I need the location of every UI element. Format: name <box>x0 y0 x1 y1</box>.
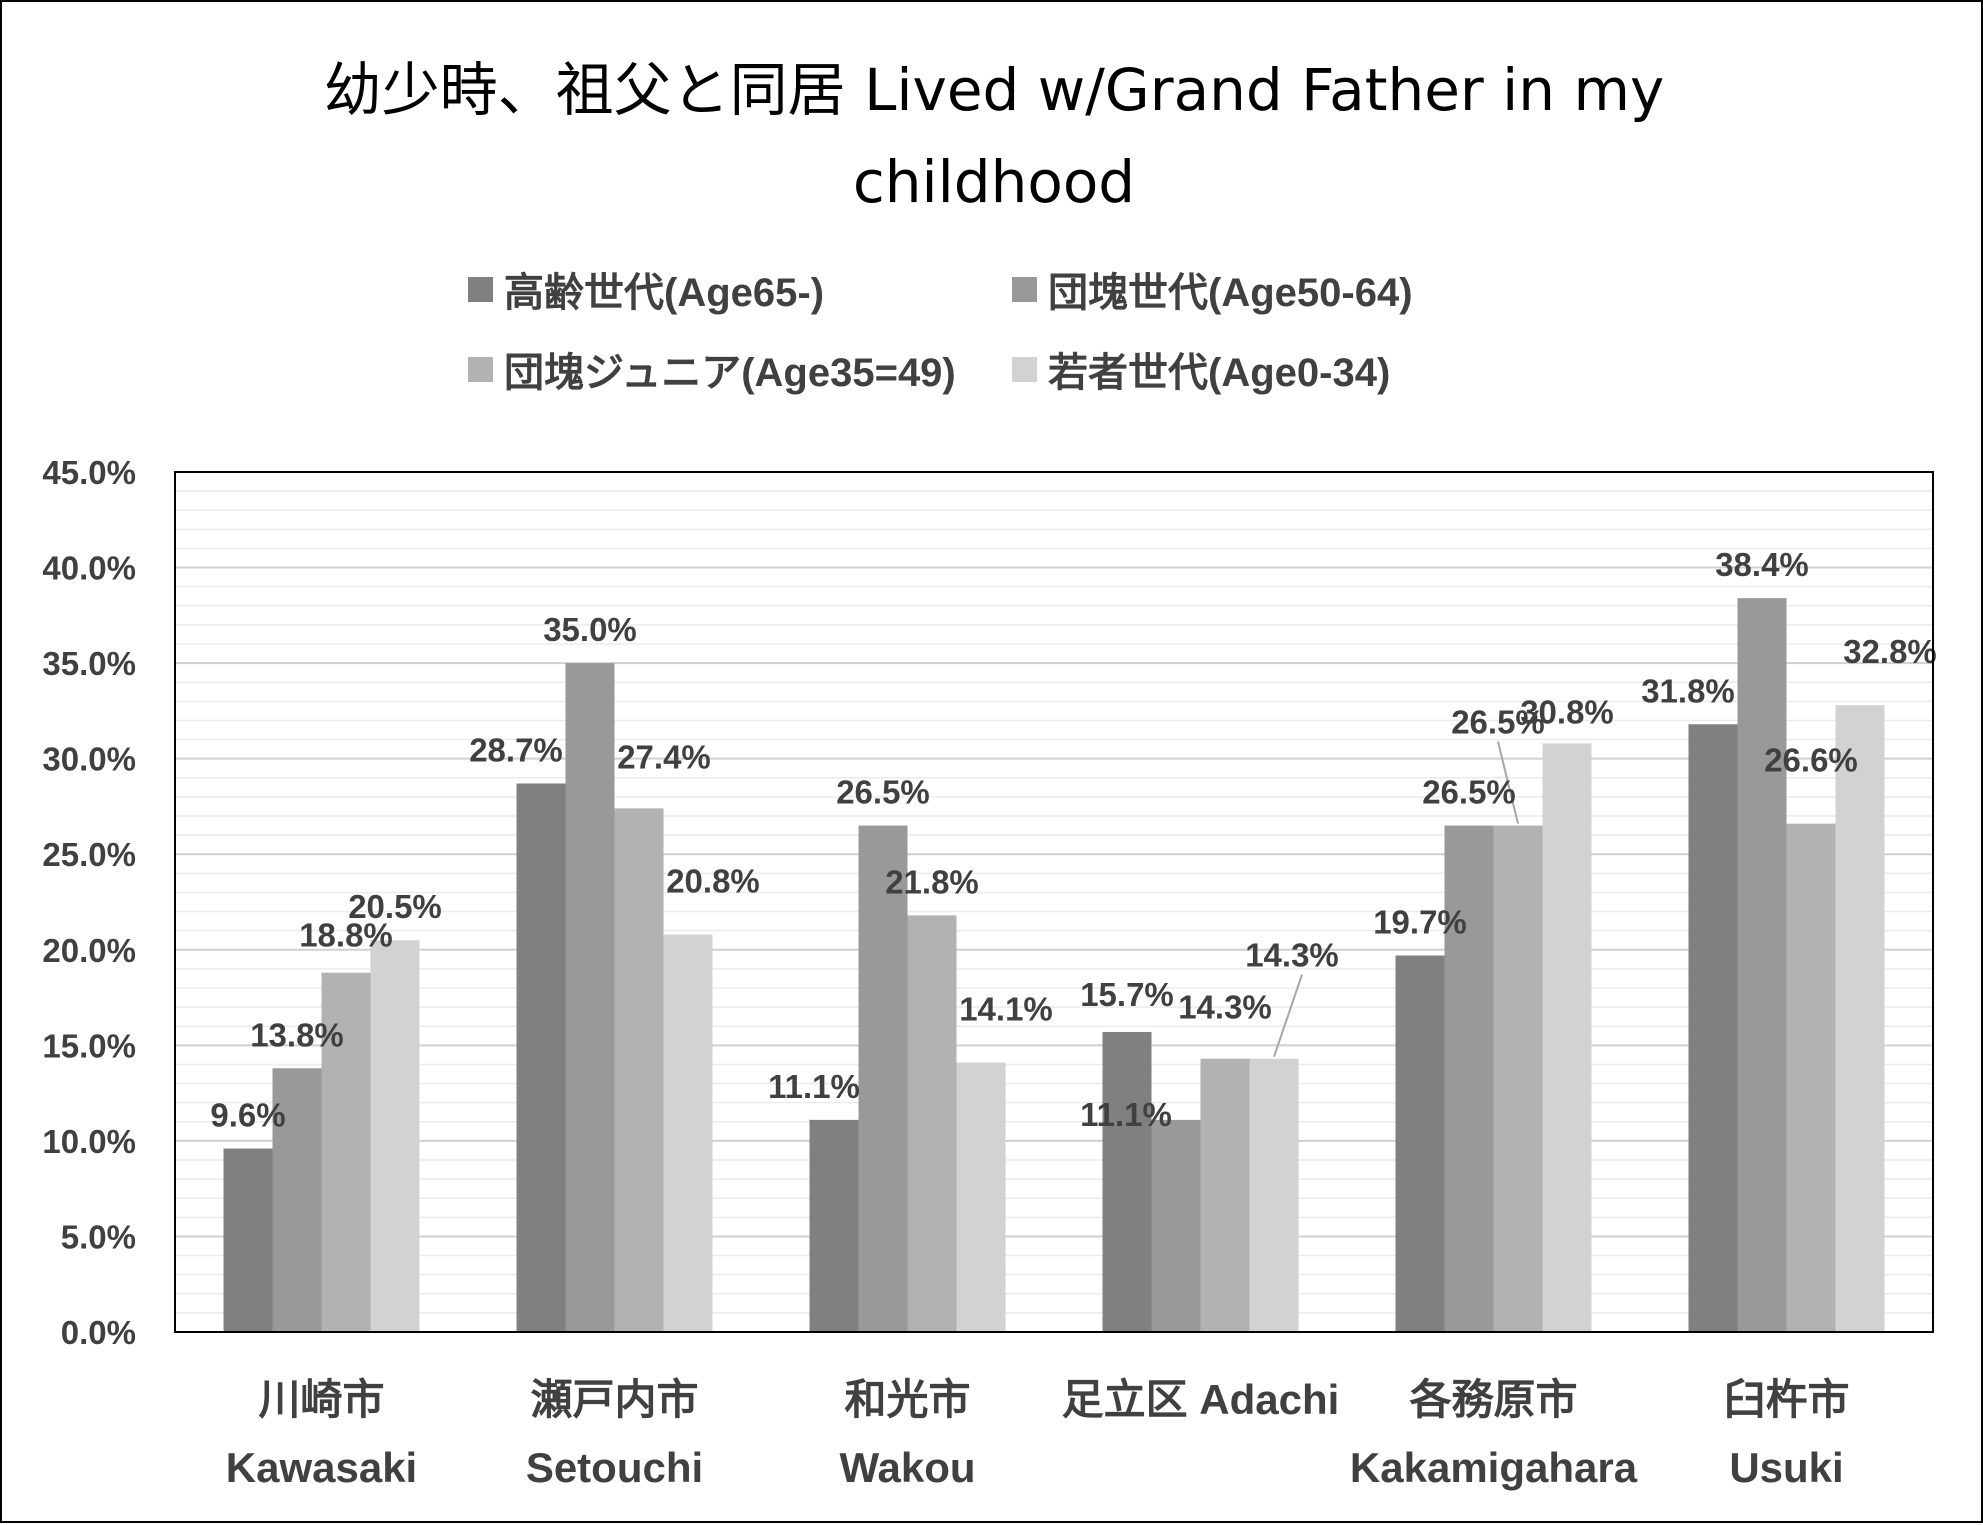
y-tick-label: 15.0% <box>42 1027 136 1064</box>
category-label: 瀬戸内市 <box>530 1376 698 1423</box>
bar <box>809 1119 859 1332</box>
category-label: 臼杵市 <box>1723 1376 1849 1423</box>
bar <box>956 1062 1006 1332</box>
y-tick-label: 0.0% <box>61 1314 136 1351</box>
data-label: 14.3% <box>1178 989 1272 1026</box>
data-label: 26.5% <box>1422 774 1516 811</box>
data-label: 27.4% <box>617 738 711 775</box>
bar <box>1395 955 1445 1332</box>
category-label-english: Setouchi <box>526 1444 703 1491</box>
bar <box>1688 724 1738 1332</box>
bar <box>663 934 713 1332</box>
bar <box>1151 1119 1201 1332</box>
bar <box>272 1068 322 1332</box>
chart-title-line-1: 幼少時、祖父と同居 Lived w/Grand Father in my <box>324 56 1665 124</box>
data-label: 11.1% <box>1080 1096 1172 1133</box>
data-label: 18.8% <box>299 917 393 954</box>
legend-swatch <box>1012 277 1037 302</box>
y-tick-label: 35.0% <box>42 645 136 682</box>
data-label: 9.6% <box>210 1097 285 1134</box>
bar <box>1102 1031 1152 1332</box>
chart-title-line-2: childhood <box>853 148 1135 216</box>
y-tick-label: 5.0% <box>61 1218 136 1255</box>
legend-swatch <box>1012 357 1037 382</box>
data-label: 20.8% <box>666 862 760 899</box>
data-label: 30.8% <box>1520 693 1614 730</box>
y-tick-label: 10.0% <box>42 1123 136 1160</box>
data-label: 14.1% <box>959 991 1053 1028</box>
data-label: 26.5% <box>836 774 930 811</box>
data-label: 14.3% <box>1245 937 1339 974</box>
bar <box>1542 743 1592 1332</box>
y-axis-tick-labels: 0.0% 5.0% 10.0% 15.0% 20.0% 25.0% 30.0% 35.0% 40… <box>42 454 136 1351</box>
category-label-english: Kawasaki <box>226 1444 417 1491</box>
category-label: 足立区 Adachi <box>1062 1376 1340 1423</box>
bar <box>1786 823 1836 1332</box>
bar <box>370 940 420 1332</box>
data-label: 35.0% <box>543 611 637 648</box>
legend-label: 若者世代(Age0-34) <box>1048 351 1390 395</box>
data-label: 19.7% <box>1373 904 1467 941</box>
data-label: 13.8% <box>250 1016 344 1053</box>
category-label: 各務原市 <box>1409 1376 1577 1423</box>
bar <box>516 783 566 1332</box>
data-label: 20.5% <box>348 888 442 925</box>
data-label: 38.4% <box>1715 546 1809 583</box>
category-label-english: Kakamigahara <box>1350 1444 1638 1491</box>
data-label: 11.1% <box>768 1068 860 1105</box>
data-label: 28.7% <box>469 732 563 769</box>
legend-label: 高齢世代(Age65-) <box>504 271 824 315</box>
bar <box>1200 1058 1250 1332</box>
y-tick-label: 30.0% <box>42 741 136 778</box>
category-label: 和光市 <box>844 1376 970 1423</box>
bar <box>1444 825 1494 1332</box>
bars <box>223 598 1885 1332</box>
y-tick-label: 25.0% <box>42 836 136 873</box>
bar <box>1493 825 1543 1332</box>
category-label: 川崎市 <box>258 1376 384 1423</box>
data-labels: 9.6% 28.7% 11.1% 15.7% 19.7% 31.8% 13.8% 35.0% 2… <box>210 546 1936 1133</box>
data-label: 26.5% <box>1451 704 1545 741</box>
bar <box>614 808 664 1332</box>
bar <box>1249 1058 1299 1332</box>
y-tick-label: 40.0% <box>42 550 136 587</box>
leader-lines <box>1273 741 1519 1058</box>
bar <box>1835 705 1885 1332</box>
legend-swatch <box>468 277 493 302</box>
data-label: 26.6% <box>1764 742 1858 779</box>
category-labels: 川崎市 Kawasaki 瀬戸内市 Setouchi 和光市 Wakou 足立区 Adach… <box>226 1376 1850 1491</box>
bar <box>907 915 957 1332</box>
y-tick-label: 20.0% <box>42 932 136 969</box>
y-tick-label: 45.0% <box>42 454 136 491</box>
data-label: 31.8% <box>1641 672 1735 709</box>
bar <box>223 1148 273 1332</box>
bar <box>321 972 371 1332</box>
data-label: 32.8% <box>1843 633 1937 670</box>
data-label: 15.7% <box>1080 976 1174 1013</box>
legend-swatch <box>468 357 493 382</box>
category-label-english: Usuki <box>1729 1444 1843 1491</box>
data-label: 21.8% <box>885 863 979 900</box>
plot-area <box>174 471 1934 1333</box>
legend: 高齢世代(Age65-) 団塊世代(Age50-64) 団塊ジュニア(Age35=4… <box>468 271 1413 395</box>
bar <box>858 825 908 1332</box>
legend-label: 団塊世代(Age50-64) <box>1048 271 1413 315</box>
bar <box>565 663 615 1332</box>
leader-line <box>1273 974 1303 1058</box>
legend-label: 団塊ジュニア(Age35=49) <box>504 351 956 395</box>
bar <box>1737 598 1787 1332</box>
category-label-english: Wakou <box>839 1444 975 1491</box>
leader-line <box>1497 741 1519 824</box>
